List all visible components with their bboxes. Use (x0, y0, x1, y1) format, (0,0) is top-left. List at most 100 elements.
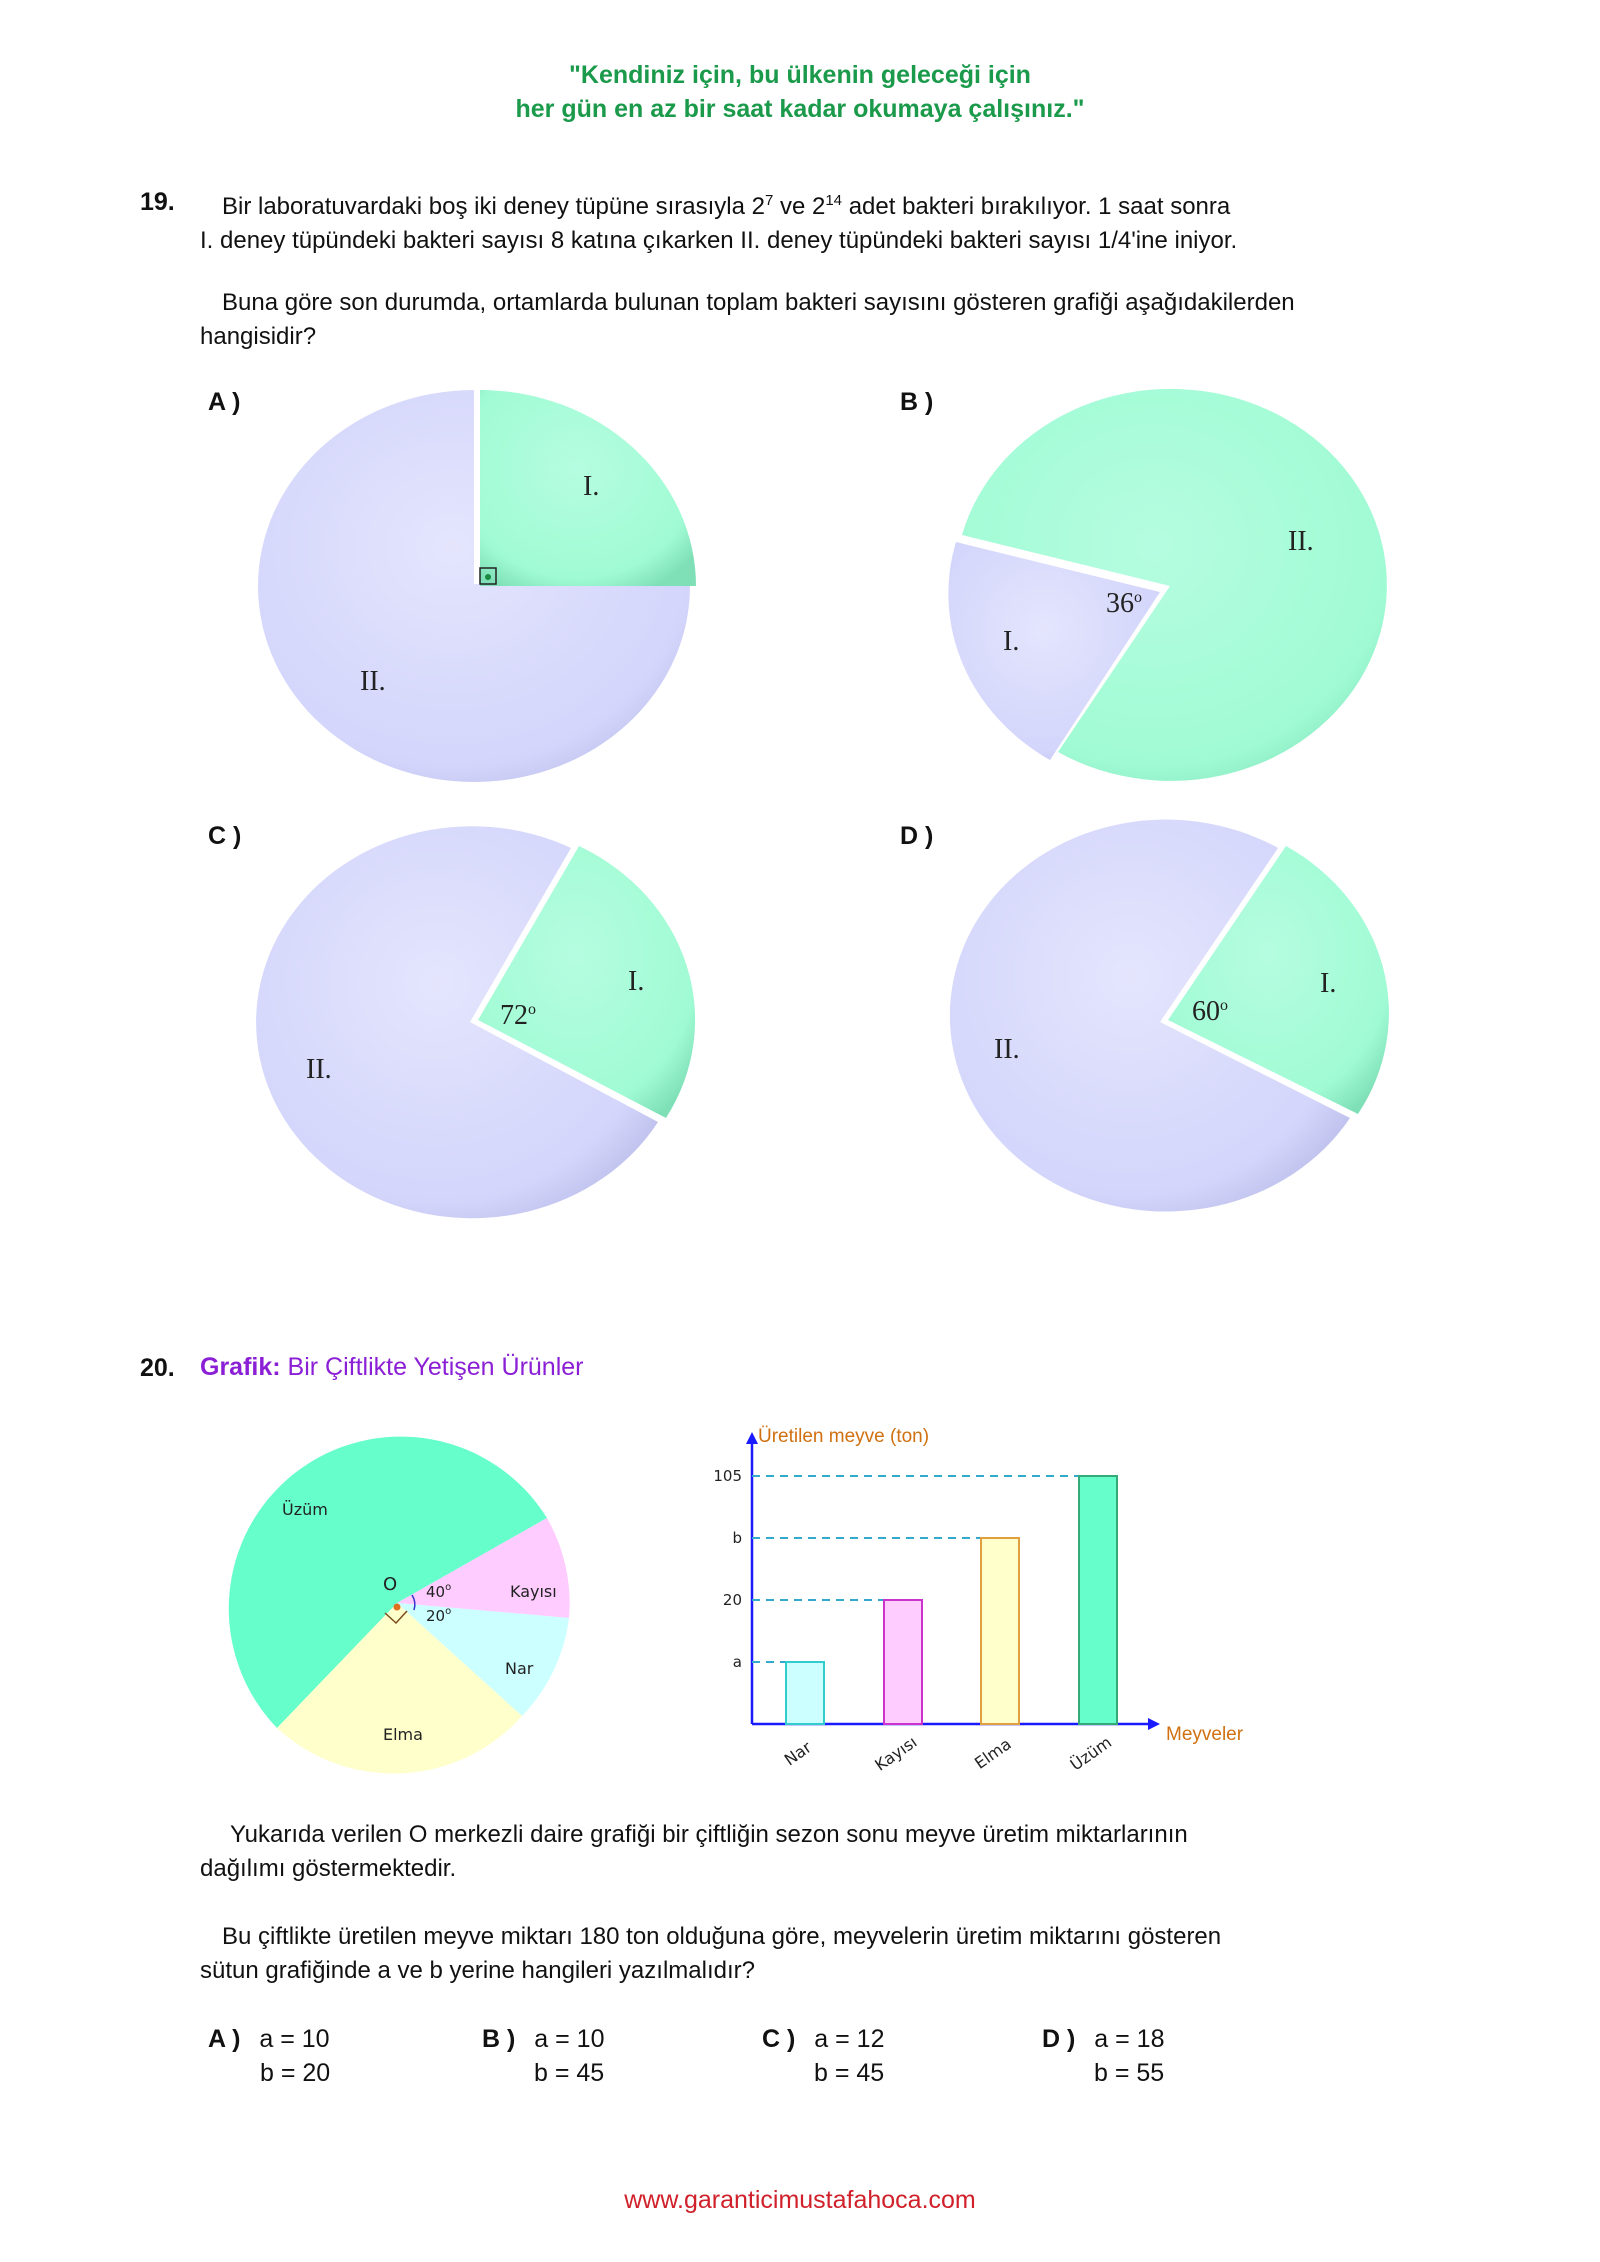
y-tick-label: 20 (723, 1591, 742, 1609)
q19-line-1: Bir laboratuvardaki boş iki deney tüpüne… (222, 192, 1231, 220)
x-tick-label-Elma: Elma (971, 1734, 1015, 1772)
option-c-pie[interactable]: 72o I. II. (256, 826, 696, 1219)
answer-c-a: a = 12 (814, 2025, 885, 2053)
pie-label-kayisi: Kayısı (510, 1582, 557, 1601)
answer-b-a: a = 10 (534, 2025, 605, 2053)
option-c-label-i: I. (628, 966, 644, 997)
option-b-label-i: I. (1003, 626, 1019, 657)
pie-label-nar: Nar (505, 1659, 534, 1678)
answer-c[interactable]: C ) a = 12 b = 45 (762, 2022, 884, 2090)
pie-center-dot (393, 1603, 401, 1611)
option-d-pie[interactable]: 60o I. II. (949, 819, 1389, 1212)
pie-angle-arc (411, 1594, 416, 1611)
answer-c-b: b = 45 (814, 2059, 885, 2087)
right-angle-mark (479, 567, 497, 585)
option-a-label-ii: II. (360, 666, 386, 697)
question-20-description: Yukarıda verilen O merkezli daire grafiğ… (200, 1818, 1480, 1886)
pie-slice-kayisi (397, 1518, 570, 1618)
question-20-number: 20. (140, 1354, 175, 1382)
option-c-slice-i (478, 846, 696, 1118)
x-axis-arrow (1148, 1718, 1160, 1730)
option-d-slice-ii (949, 819, 1350, 1212)
answer-b-b: b = 45 (534, 2059, 605, 2087)
motto-line-2: her gün en az bir saat kadar okumaya çal… (515, 95, 1085, 123)
option-d-label-i: I. (1320, 968, 1336, 999)
q20-text-2b: sütun grafiğinde a ve b yerine hangileri… (200, 1957, 755, 1984)
pie-slice-uzum (228, 1436, 547, 1728)
right-angle-dot (485, 574, 491, 580)
option-c-slice-ii (256, 826, 658, 1219)
option-b-pie[interactable]: 36o I. II. (948, 388, 1387, 781)
q20-pie-chart: Üzüm Kayısı Nar Elma O 40o 20o (228, 1436, 570, 1774)
q20-bar-chart: Üretilen meyve (ton) Meyveler a Nar 20 Kayısı… (713, 1426, 1244, 1775)
question-20-title: Grafik: Bir Çiftlikte Yetişen Ürünler (200, 1353, 584, 1382)
x-tick-label-Kayısı: Kayısı (871, 1732, 920, 1774)
motto-line-1: "Kendiniz için, bu ülkenin geleceği için (569, 61, 1031, 89)
q19-line-2: I. deney tüpündeki bakteri sayısı 8 katı… (200, 227, 1238, 254)
answer-a-a: a = 10 (259, 2025, 330, 2053)
pie-slice-nar (397, 1603, 569, 1716)
y-axis-label: Üretilen meyve (ton) (758, 1426, 929, 1447)
y-tick-label: 105 (713, 1467, 742, 1485)
answer-d-b: b = 55 (1094, 2059, 1165, 2087)
answer-d[interactable]: D ) a = 18 b = 55 (1042, 2022, 1164, 2090)
q19-line-3: Buna göre son durumda, ortamlarda buluna… (222, 289, 1295, 316)
bar-Kayısı (883, 1599, 923, 1725)
pie-angle-40: 40o (426, 1582, 451, 1601)
option-b-angle: 36o (1106, 588, 1142, 619)
option-c-angle: 72o (500, 1000, 536, 1031)
answer-c-letter: C ) (762, 2025, 796, 2053)
q20-text-2a: Bu çiftlikte üretilen meyve miktarı 180 … (222, 1923, 1222, 1950)
option-b-slice-ii (962, 388, 1387, 781)
option-b-letter[interactable]: B ) (900, 388, 934, 416)
option-a-pie[interactable]: I. II. (258, 390, 696, 783)
x-axis-label: Meyveler (1166, 1724, 1244, 1745)
bar-Üzüm (1078, 1475, 1118, 1725)
option-a-slice-i (480, 390, 696, 586)
option-a-letter[interactable]: A ) (208, 388, 241, 416)
y-tick-label: a (733, 1653, 742, 1671)
option-c-label-ii: II. (306, 1054, 332, 1085)
answer-a[interactable]: A ) a = 10 b = 20 (208, 2022, 330, 2090)
pie-center-label: O (383, 1574, 397, 1595)
question-19-text: Bir laboratuvardaki boş iki deney tüpüne… (200, 184, 1480, 258)
answer-d-letter: D ) (1042, 2025, 1076, 2053)
question-19-prompt: Buna göre son durumda, ortamlarda buluna… (200, 286, 1480, 354)
pie-label-uzum: Üzüm (282, 1500, 328, 1519)
motto: "Kendiniz için, bu ülkenin geleceği için… (0, 58, 1600, 126)
grafik-title: Bir Çiftlikte Yetişen Ürünler (280, 1353, 584, 1381)
option-c-letter[interactable]: C ) (208, 822, 242, 850)
q19-line-4: hangisidir? (200, 323, 317, 350)
y-tick-label: b (732, 1529, 742, 1547)
pie-label-elma: Elma (383, 1725, 423, 1744)
option-d-slice-i (1168, 846, 1389, 1114)
footer-url[interactable]: www.garanticimustafahoca.com (624, 2186, 976, 2214)
answer-a-b: b = 20 (260, 2059, 331, 2087)
option-a-slice-ii (258, 390, 691, 783)
question-19-number: 19. (140, 188, 175, 216)
bar-Nar (785, 1661, 825, 1725)
option-d-angle: 60o (1192, 996, 1228, 1027)
answer-d-a: a = 18 (1094, 2025, 1165, 2053)
pie-slice-elma (277, 1603, 522, 1774)
q20-text-1a: Yukarıda verilen O merkezli daire grafiğ… (230, 1821, 1188, 1848)
q19-pie-charts: I. II. 36o I. II. 72o I. II. 60o I. II. (256, 388, 1389, 1219)
pie-right-angle-mark (384, 1610, 408, 1625)
pie-angle-20: 20o (426, 1606, 451, 1625)
answer-b-letter: B ) (482, 2025, 516, 2053)
x-tick-label-Nar: Nar (781, 1737, 815, 1769)
answer-b[interactable]: B ) a = 10 b = 45 (482, 2022, 604, 2090)
option-d-letter[interactable]: D ) (900, 822, 934, 850)
grafik-label: Grafik: (200, 1353, 281, 1381)
x-tick-label-Üzüm: Üzüm (1067, 1733, 1115, 1775)
y-axis-arrow (746, 1432, 758, 1444)
option-b-label-ii: II. (1288, 526, 1314, 557)
option-b-slice-i (948, 542, 1160, 760)
bar-Elma (980, 1537, 1020, 1725)
question-20-prompt: Bu çiftlikte üretilen meyve miktarı 180 … (200, 1920, 1480, 1988)
answer-a-letter: A ) (208, 2025, 241, 2053)
option-a-label-i: I. (583, 471, 599, 502)
bar-chart-bars (785, 1475, 1118, 1725)
q20-text-1b: dağılımı göstermektedir. (200, 1855, 457, 1882)
option-d-label-ii: II. (994, 1034, 1020, 1065)
